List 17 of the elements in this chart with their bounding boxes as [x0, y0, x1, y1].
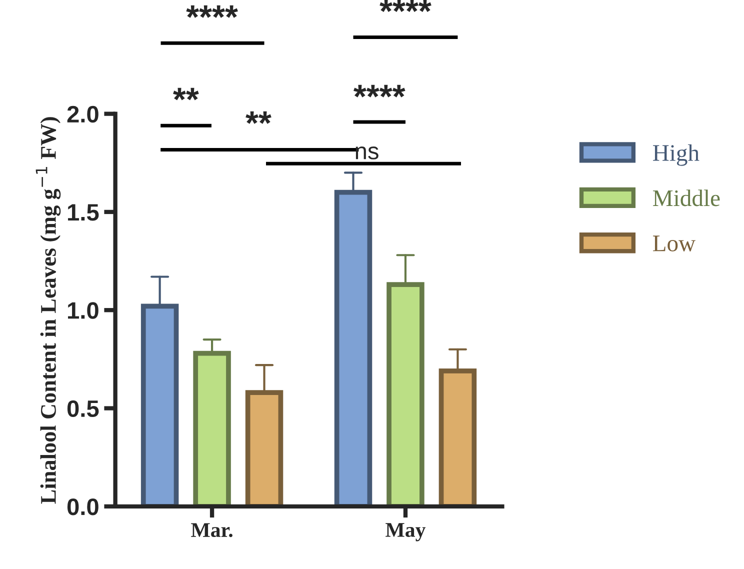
text: **	[173, 88, 199, 100]
y-tick-label: 1.0	[68, 302, 98, 319]
legend-label: Middle	[652, 190, 720, 206]
annotation: ns	[356, 146, 378, 160]
y-tick-label: 2.0	[67, 106, 98, 123]
annotation: **	[246, 111, 272, 124]
x-tick-label: May	[386, 523, 426, 542]
text: ****	[354, 84, 406, 98]
x-tick-label: Mar.	[191, 523, 232, 538]
y-tick-label: 1.5	[68, 204, 99, 221]
y-tick-label: 0.5	[67, 400, 99, 418]
y-axis-title: Linalool Content in Leaves (mg g$^{−1}$ FW)	[36, 117, 61, 504]
text: ****	[186, 5, 238, 18]
text: ****	[380, 0, 432, 12]
legend-label: Low	[652, 236, 696, 252]
y-tick-label: 0.0	[67, 498, 98, 516]
legend-label: High	[652, 144, 700, 166]
